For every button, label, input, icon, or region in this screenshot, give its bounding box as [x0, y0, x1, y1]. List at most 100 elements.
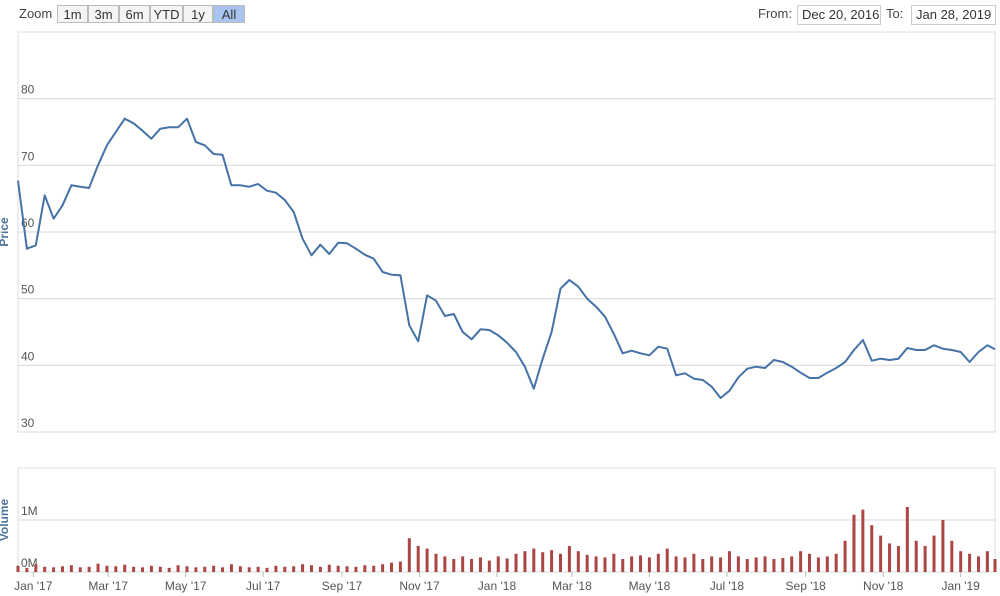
x-tick-label: Jan '18	[478, 579, 517, 593]
volume-bar	[132, 566, 136, 572]
volume-bar	[16, 565, 20, 572]
volume-bar	[105, 565, 109, 572]
from-label: From:	[758, 6, 792, 21]
volume-bar	[763, 556, 767, 572]
volume-bar	[710, 556, 714, 572]
volume-bar	[585, 554, 589, 572]
volume-bar	[256, 566, 260, 572]
volume-bar	[959, 551, 963, 572]
volume-bar	[674, 556, 678, 572]
zoom-button[interactable]: YTD	[150, 5, 183, 23]
zoom-button[interactable]: 3m	[88, 5, 119, 23]
volume-bar	[372, 565, 376, 572]
volume-bar	[567, 546, 571, 572]
volume-bar	[772, 559, 776, 572]
volume-bar	[790, 556, 794, 572]
volume-bar	[407, 538, 411, 572]
volume-bar	[816, 557, 820, 572]
volume-bar	[327, 564, 331, 572]
volume-bar	[968, 553, 972, 572]
y-axis-title: Volume	[0, 498, 11, 541]
volume-bar	[852, 514, 856, 572]
to-label: To:	[886, 6, 904, 21]
y-tick-label: 70	[21, 149, 35, 163]
y-tick-label: 1M	[21, 504, 38, 518]
zoom-button[interactable]: 1m	[57, 5, 88, 23]
volume-bar	[452, 559, 456, 572]
volume-bar	[390, 562, 394, 572]
x-tick-label: Mar '18	[552, 579, 592, 593]
volume-bar	[976, 556, 980, 572]
volume-bar	[398, 561, 402, 572]
volume-bar	[238, 566, 242, 572]
volume-bar	[212, 565, 216, 572]
y-tick-label: 40	[21, 349, 35, 363]
volume-bar	[576, 551, 580, 572]
volume-bar	[745, 559, 749, 572]
volume-bar	[558, 553, 562, 572]
x-tick-label: Jul '18	[710, 579, 745, 593]
volume-bar	[158, 566, 162, 572]
volume-bar	[69, 565, 73, 572]
volume-bar	[647, 557, 651, 572]
volume-bar	[247, 567, 251, 572]
from-input[interactable]: Dec 20, 2016	[797, 5, 881, 25]
volume-bar	[532, 548, 536, 572]
volume-bar	[621, 559, 625, 572]
volume-bar	[514, 553, 518, 572]
volume-bar	[149, 565, 153, 572]
zoom-button[interactable]: 6m	[119, 5, 150, 23]
volume-bar	[834, 553, 838, 572]
volume-bar	[656, 553, 660, 572]
volume-bar	[461, 556, 465, 572]
volume-bar	[52, 567, 56, 572]
volume-bar	[683, 557, 687, 572]
volume-bar	[630, 556, 634, 572]
volume-bar	[487, 560, 491, 572]
volume-bar	[870, 525, 874, 572]
to-input[interactable]: Jan 28, 2019	[911, 5, 996, 25]
volume-bar	[941, 520, 945, 572]
x-tick-label: Jul '17	[246, 579, 281, 593]
volume-bar	[185, 566, 189, 572]
volume-bar	[283, 566, 287, 572]
x-tick-label: Sep '17	[322, 579, 363, 593]
zoom-button[interactable]: 1y	[183, 5, 213, 23]
x-tick-label: Jan '17	[14, 579, 53, 593]
volume-bar	[167, 567, 171, 572]
volume-bar	[523, 551, 527, 572]
volume-bar	[701, 559, 705, 572]
volume-bar	[594, 556, 598, 572]
x-tick-label: Jan '19	[942, 579, 981, 593]
volume-bar	[176, 565, 180, 572]
volume-bar	[25, 567, 29, 572]
volume-bar	[923, 546, 927, 572]
volume-bar	[639, 555, 643, 572]
volume-bar	[985, 551, 989, 572]
x-tick-label: Sep '18	[786, 579, 827, 593]
volume-bar	[203, 566, 207, 572]
volume-bar	[843, 540, 847, 572]
volume-bar	[194, 567, 198, 572]
volume-bar	[318, 566, 322, 572]
volume-bar	[879, 535, 883, 572]
volume-bar	[301, 564, 305, 572]
volume-bar	[114, 566, 118, 572]
volume-bar	[861, 509, 865, 572]
x-tick-label: May '17	[165, 579, 207, 593]
volume-bar	[87, 566, 91, 572]
zoom-button[interactable]: All	[213, 5, 245, 23]
volume-bar	[612, 553, 616, 572]
x-tick-label: May '18	[629, 579, 671, 593]
volume-bar	[265, 567, 269, 572]
volume-bar	[78, 567, 82, 572]
volume-bar	[603, 557, 607, 572]
volume-bar	[363, 565, 367, 572]
volume-bar	[123, 564, 127, 572]
price-line	[17, 117, 996, 399]
volume-bar	[914, 540, 918, 572]
volume-bar	[799, 551, 803, 572]
volume-bar	[478, 557, 482, 572]
